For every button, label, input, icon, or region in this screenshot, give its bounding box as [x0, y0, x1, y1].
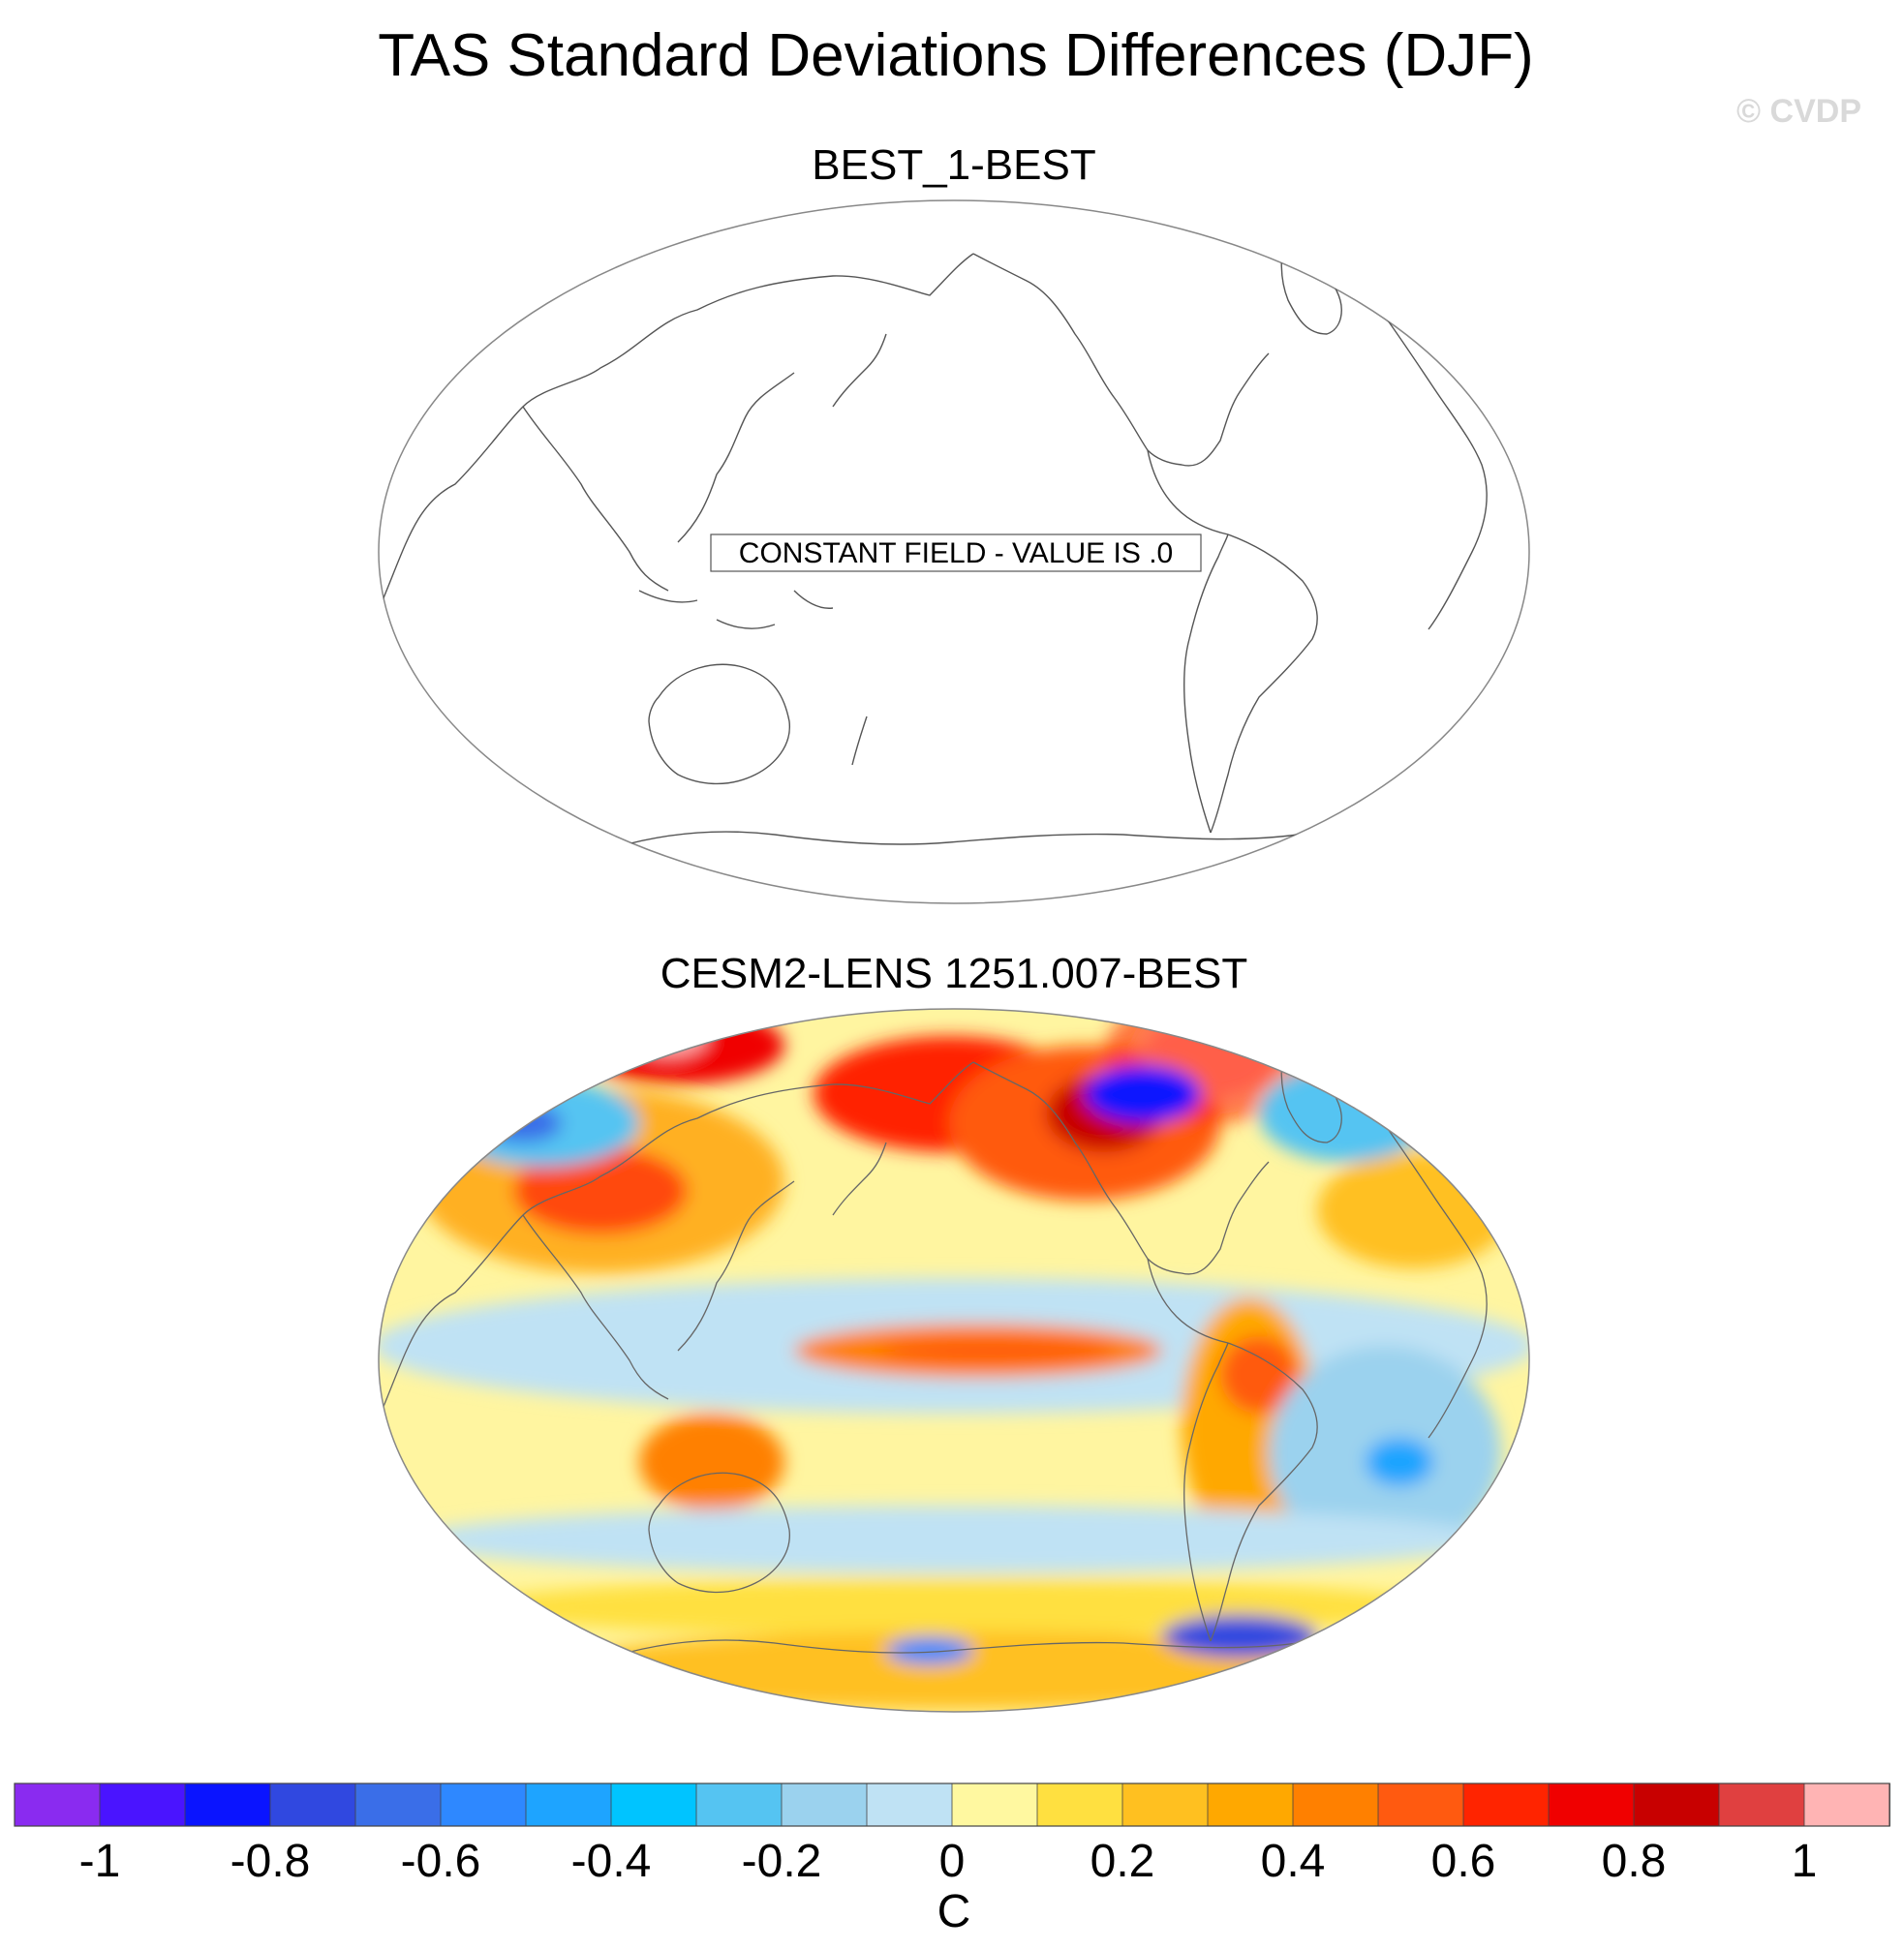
colorbar-box — [184, 1782, 271, 1827]
colorbar-box — [354, 1782, 442, 1827]
colorbar-box — [269, 1782, 356, 1827]
colorbar-tick-label: -0.2 — [742, 1836, 822, 1887]
colorbar-box — [1462, 1782, 1550, 1827]
colorbar-unit: C — [937, 1886, 971, 1937]
colorbar-box — [1377, 1782, 1464, 1827]
constant-field-note: CONSTANT FIELD - VALUE IS .0 — [739, 537, 1173, 569]
colorbar-box — [99, 1782, 186, 1827]
colorbar-box — [1207, 1782, 1294, 1827]
colorbar-box — [1548, 1782, 1635, 1827]
colorbar-tick-labels: -1 -0.8 -0.6 -0.4 -0.2 0 0.2 0.4 0.6 0.8 1 — [79, 1836, 1818, 1887]
field-patch-samerica-core — [1220, 1336, 1298, 1414]
colorbar-box — [951, 1782, 1038, 1827]
field-patch-antarctica-cold — [1162, 1615, 1317, 1658]
field-patch-nh-arctic-pink — [630, 1017, 707, 1055]
colorbar-tick-label: 0.4 — [1261, 1836, 1326, 1887]
colorbar-outline — [14, 1782, 1890, 1827]
field-patch-sh-atlantic-core — [1366, 1438, 1433, 1486]
figure-title: TAS Standard Deviations Differences (DJF… — [378, 22, 1533, 89]
colorbar-box — [610, 1782, 697, 1827]
field-patch-nh-arctic-red — [571, 1009, 784, 1084]
colorbar-box — [1718, 1782, 1805, 1827]
bottom-panel-title: CESM2-LENS 1251.007-BEST — [660, 950, 1248, 997]
field-patch-nh-asia-core — [513, 1147, 688, 1234]
colorbar-box — [1803, 1782, 1890, 1827]
top-map: CONSTANT FIELD - VALUE IS .0 — [378, 199, 1530, 904]
colorbar-box — [781, 1782, 868, 1827]
colorbar-tick-label: -0.4 — [571, 1836, 652, 1887]
field-patch-nh-europe — [1317, 1152, 1511, 1268]
colorbar-tick-label: -0.8 — [230, 1836, 311, 1887]
colorbar-box — [866, 1782, 953, 1827]
colorbar-box — [525, 1782, 612, 1827]
bottom-coastlines — [382, 1040, 1488, 1661]
colorbar-tick-label: -1 — [79, 1836, 121, 1887]
field-patch-nh-canada-cold — [1085, 1065, 1201, 1123]
field-patch-enso-core — [881, 1339, 1114, 1362]
colorbar-tick-label: 1 — [1792, 1836, 1818, 1887]
colorbar-box — [1292, 1782, 1379, 1827]
colorbar-box — [1036, 1782, 1123, 1827]
watermark: © CVDP — [1736, 93, 1861, 130]
colorbar-boxes — [14, 1782, 1890, 1827]
colorbar: -1 -0.8 -0.6 -0.4 -0.2 0 0.2 0.4 0.6 0.8 1 C — [14, 1782, 1890, 1937]
field-patch-sh-band-cool — [412, 1506, 1496, 1573]
bottom-map — [378, 1008, 1530, 1713]
constant-field-box — [710, 533, 1202, 572]
colorbar-box — [14, 1782, 101, 1827]
field-patch-australia — [639, 1414, 784, 1510]
field-patch-nh-atlantic-cold — [1259, 1065, 1433, 1162]
colorbar-tick-label: 0.8 — [1602, 1836, 1667, 1887]
colorbar-tick-label: 0.6 — [1431, 1836, 1496, 1887]
colorbar-tick-label: 0.2 — [1090, 1836, 1155, 1887]
colorbar-tick-label: 0 — [939, 1836, 966, 1887]
top-coastlines — [382, 231, 1502, 853]
field-patch-antarctica-cold-2 — [886, 1637, 973, 1664]
colorbar-box — [440, 1782, 527, 1827]
colorbar-box — [1121, 1782, 1209, 1827]
colorbar-box — [695, 1782, 783, 1827]
bottom-map-frame — [378, 1008, 1530, 1713]
colorbar-tick-label: -0.6 — [401, 1836, 481, 1887]
colorbar-box — [1633, 1782, 1720, 1827]
top-panel-title: BEST_1-BEST — [812, 141, 1095, 189]
